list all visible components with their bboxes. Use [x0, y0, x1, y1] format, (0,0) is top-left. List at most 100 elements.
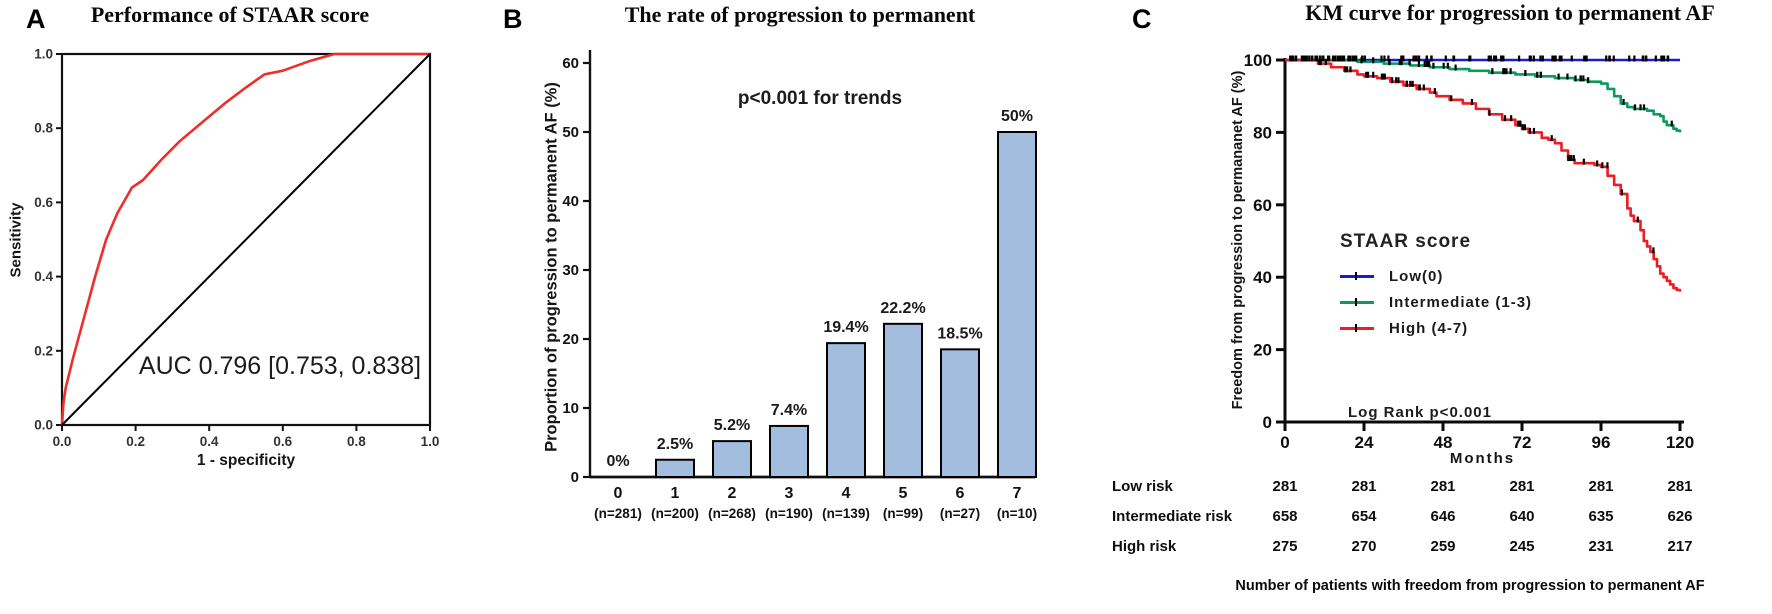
logrank-annotation: Log Rank p<0.001: [1348, 404, 1492, 421]
risk-cell: 275: [1272, 538, 1298, 555]
panel-bar: B The rate of progression to permanent P…: [455, 0, 1040, 614]
x-tick-label: 24: [1355, 433, 1374, 452]
x-tick-label: 96: [1592, 433, 1611, 452]
y-tick-label: 0: [571, 469, 579, 486]
x-group-size-label: (n=190): [765, 506, 813, 521]
legend-item-high: High (4-7): [1340, 315, 1532, 341]
y-tick-label: 0.0: [34, 418, 53, 433]
risk-row-label: Intermediate risk: [1112, 508, 1233, 525]
risk-row-label: High risk: [1112, 538, 1177, 555]
y-tick-label: 0.4: [34, 269, 53, 284]
km-curve-intermediate: [1285, 58, 1682, 133]
risk-cell: 281: [1430, 478, 1456, 495]
bar-plot: 0 10 20 30 40 50 60 0% 0 (n=281) 2.5% 1 (n=200) 5.2% 2…: [562, 50, 1037, 521]
bar-value-label: 19.4%: [823, 319, 868, 336]
y-tick-label: 10: [562, 400, 579, 417]
x-tick-label: 72: [1513, 433, 1532, 452]
x-group-size-label: (n=10): [997, 506, 1037, 521]
y-tick-label: 0.6: [34, 195, 53, 210]
x-group-size-label: (n=200): [651, 506, 699, 521]
y-tick-label: 60: [562, 55, 579, 72]
bar-value-label: 2.5%: [657, 436, 693, 453]
bar-value-label: 7.4%: [771, 402, 807, 419]
bar-score-1: [655, 458, 695, 478]
x-category-label: 4: [842, 485, 851, 502]
legend-label-intermediate: Intermediate (1-3): [1389, 293, 1533, 311]
risk-cell: 640: [1509, 508, 1535, 525]
bar-value-label: 0%: [606, 453, 629, 470]
panel-c-title: KM curve for progression to permanent AF: [1305, 0, 1715, 25]
legend-item-intermediate: Intermediate (1-3): [1340, 289, 1532, 315]
bar-score-7: [997, 131, 1037, 478]
x-tick-label: 48: [1434, 433, 1453, 452]
x-category-label: 0: [614, 485, 623, 502]
roc-x-axis-label: 1 - specificity: [196, 452, 296, 469]
risk-cell: 270: [1351, 538, 1377, 555]
risk-cell: 281: [1272, 478, 1298, 495]
bar-score-5: [883, 322, 923, 478]
y-tick-label: 40: [1253, 268, 1272, 287]
x-group-size-label: (n=27): [940, 506, 980, 521]
y-tick-label: 40: [562, 193, 579, 210]
y-tick-label: 0.2: [34, 343, 53, 358]
x-category-label: 5: [899, 485, 908, 502]
auc-annotation: AUC 0.796 [0.753, 0.838]: [138, 352, 422, 380]
x-group-size-label: (n=268): [708, 506, 756, 521]
risk-cell: 231: [1588, 538, 1614, 555]
x-tick-label: 1.0: [421, 434, 440, 449]
risk-cell: 281: [1588, 478, 1614, 495]
x-category-label: 3: [785, 485, 794, 502]
roc-plot: 0.0 0.2 0.4 0.6 0.8 1.0 0.0 0.2 0.4 0.6 0.8 1.0: [34, 47, 440, 450]
risk-cell: 217: [1667, 538, 1693, 555]
x-category-label: 1: [671, 485, 680, 502]
x-group-size-label: (n=99): [883, 506, 923, 521]
panel-letter-c: C: [1132, 4, 1152, 34]
risk-cell: 654: [1351, 508, 1377, 525]
risk-cell: 626: [1667, 508, 1693, 525]
bar-value-label: 50%: [1001, 108, 1033, 125]
y-tick-label: 80: [1253, 123, 1272, 142]
km-x-axis-label: Months: [1449, 450, 1516, 467]
bar-value-label: 18.5%: [937, 325, 982, 342]
risk-cell: 259: [1430, 538, 1456, 555]
panel-b-title: The rate of progression to permanent: [624, 2, 976, 27]
x-tick-label: 0.4: [200, 434, 219, 449]
bar-score-2: [712, 440, 752, 478]
legend-label-low: Low(0): [1389, 267, 1444, 285]
bar-score-3: [769, 424, 809, 479]
y-tick-label: 0: [1263, 413, 1272, 432]
bar-value-label: 5.2%: [714, 417, 750, 434]
x-tick-label: 0.6: [273, 434, 292, 449]
risk-cell: 281: [1351, 478, 1377, 495]
x-tick-label: 0.2: [126, 434, 145, 449]
y-tick-label: 1.0: [34, 47, 53, 62]
panel-letter-a: A: [26, 4, 46, 34]
bar-value-label: 22.2%: [880, 300, 925, 317]
reference-line: [61, 53, 431, 426]
y-tick-label: 20: [562, 331, 579, 348]
legend-item-low: Low(0): [1340, 263, 1532, 289]
x-group-size-label: (n=281): [594, 506, 642, 521]
risk-cell: 635: [1588, 508, 1614, 525]
trend-p-annotation: p<0.001 for trends: [737, 88, 903, 109]
risk-cell: 646: [1430, 508, 1456, 525]
x-tick-label: 120: [1666, 433, 1694, 452]
bar-score-6: [940, 348, 980, 479]
panel-letter-b: B: [503, 4, 523, 34]
risk-cell: 281: [1667, 478, 1693, 495]
y-tick-label: 0.8: [34, 121, 53, 136]
plot-frame: [60, 52, 432, 427]
panel-km: C KM curve for progression to permanent …: [1040, 0, 1772, 614]
km-legend-title: STAAR score: [1340, 231, 1472, 252]
risk-cell: 281: [1509, 478, 1535, 495]
km-legend: STAAR score Low(0) Intermediate (1-3) Hi…: [1340, 231, 1532, 341]
x-category-label: 7: [1013, 485, 1022, 502]
y-tick-label: 100: [1244, 51, 1272, 70]
roc-curve: [60, 52, 430, 426]
x-tick-label: 0: [1280, 433, 1289, 452]
low-risk-line-swatch: [1340, 271, 1374, 280]
panel-roc: A Performance of STAAR score Sensitivity…: [0, 0, 455, 614]
risk-cell: 245: [1509, 538, 1535, 555]
legend-label-high: High (4-7): [1389, 319, 1469, 337]
